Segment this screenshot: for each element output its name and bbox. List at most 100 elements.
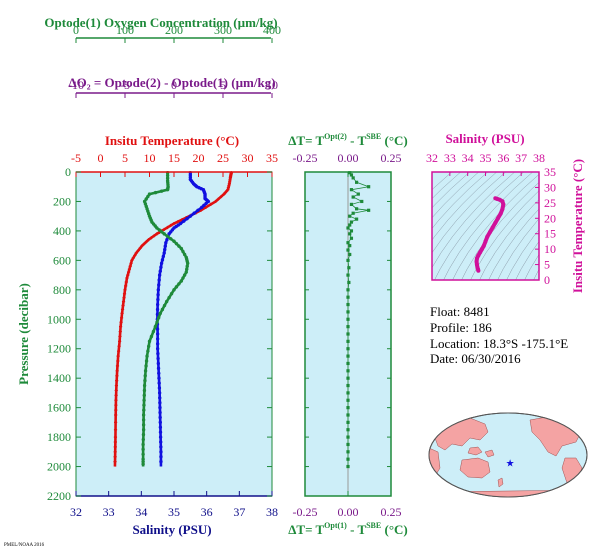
temperature-point — [121, 303, 125, 308]
temperature-point — [113, 450, 117, 454]
tick-label: 0 — [544, 273, 550, 287]
temperature-point — [128, 264, 132, 268]
tick-label: -5 — [71, 151, 81, 165]
salinity-point — [157, 283, 161, 287]
temperature-point — [155, 232, 159, 236]
oxygen-point — [181, 249, 185, 254]
delta-t-point — [346, 310, 350, 314]
delta-t-top-title: ΔT= TOpt(2) - TSBE (°C) — [288, 132, 407, 148]
delta-t-point — [351, 176, 355, 180]
ts-point — [493, 196, 498, 201]
temperature-point — [114, 403, 118, 407]
oxygen-point — [142, 408, 146, 412]
salinity-point — [155, 307, 160, 312]
salinity-point — [156, 288, 161, 292]
tick-label: -0.25 — [293, 505, 318, 519]
oxygen-point — [143, 369, 148, 373]
density-contour — [461, 181, 539, 280]
oxygen-point — [164, 299, 169, 304]
tick-label: 5 — [220, 78, 226, 92]
salinity-point — [155, 337, 160, 341]
delta-t-point — [346, 226, 350, 230]
oxygen-point — [141, 413, 146, 417]
oxygen-point — [141, 428, 146, 432]
temperature-point — [116, 354, 120, 358]
oxygen-point — [182, 252, 187, 257]
delta-t-point — [349, 236, 354, 240]
tick-label: 34 — [135, 505, 147, 519]
oxygen-point — [165, 234, 170, 239]
delta-t-point — [346, 450, 350, 454]
oxygen-point — [167, 295, 171, 300]
star-icon: ★ — [506, 459, 515, 470]
oxygen-point — [181, 276, 185, 280]
oxygen-axis-ticks: 0 100 200 300 400 — [73, 23, 281, 43]
tick-label: 20 — [193, 151, 205, 165]
oxygen-point — [144, 197, 148, 201]
salinity-point — [155, 327, 160, 331]
oxygen-point — [160, 307, 165, 312]
salinity-point — [167, 232, 171, 236]
temperature-point — [117, 349, 121, 353]
temperature-point — [172, 221, 176, 226]
temperature-point — [118, 329, 122, 334]
temperature-point — [113, 445, 117, 449]
delta-t-point — [346, 339, 350, 343]
info-float: Float: 8481 — [430, 304, 490, 319]
tick-label: 25 — [217, 151, 229, 165]
tick-label: 20 — [544, 211, 556, 225]
oxygen-point — [172, 239, 176, 243]
tick-label: -5 — [120, 78, 130, 92]
salinity-axis-title: Salinity (PSU) — [132, 522, 211, 537]
delta-t-point — [349, 202, 354, 206]
tick-label: 400 — [263, 23, 281, 37]
oxygen-point — [141, 459, 145, 464]
delta-t-point — [348, 252, 352, 257]
temperature-point — [121, 300, 126, 304]
salinity-point — [164, 240, 168, 245]
temperature-point — [114, 393, 118, 397]
oxygen-point — [174, 285, 179, 289]
temperature-point — [113, 428, 118, 432]
oxygen-point — [146, 344, 151, 348]
delta-t-point — [347, 280, 351, 285]
oxygen-point — [177, 244, 181, 248]
temperature-point — [165, 225, 170, 230]
oxygen-point — [158, 311, 162, 316]
ts-point — [479, 247, 484, 252]
delta-t-point — [346, 406, 350, 410]
temperature-point — [144, 240, 148, 244]
tick-label: 38 — [266, 505, 278, 519]
oxygen-point — [141, 423, 146, 427]
delta-t-point — [346, 354, 350, 358]
salinity-point — [158, 435, 163, 439]
tick-label: 2000 — [47, 460, 71, 474]
temperature-point — [120, 311, 124, 315]
salinity-point — [159, 440, 163, 444]
oxygen-point — [159, 189, 164, 193]
salinity-point — [158, 401, 162, 405]
temperature-point — [130, 258, 134, 262]
tick-label: 10 — [144, 151, 156, 165]
oxygen-point — [141, 452, 145, 456]
oxygen-point — [153, 324, 158, 329]
oxygen-point — [141, 418, 146, 422]
ts-point — [485, 234, 490, 239]
delta-t-bottom-title: ΔT= TOpt(1) - TSBE (°C) — [288, 521, 407, 537]
main-profile-panel: Insitu Temperature (°C) -5 0 5 10 15 20 25 30 35… — [16, 133, 278, 537]
ts-point — [487, 230, 492, 235]
temperature-point — [123, 288, 127, 292]
salinity-point — [161, 254, 166, 259]
tick-label: 37 — [515, 151, 527, 165]
delta-t-point — [346, 435, 350, 439]
density-contour — [470, 190, 539, 280]
delta-t-point — [346, 317, 350, 321]
temperature-point — [136, 248, 140, 253]
tick-label: 35 — [544, 165, 556, 179]
ts-point — [501, 202, 506, 207]
salinity-point — [188, 214, 193, 218]
delta-t-point — [346, 457, 350, 461]
salinity-point — [157, 278, 161, 282]
density-contour — [479, 199, 539, 280]
temperature-point — [142, 242, 146, 246]
